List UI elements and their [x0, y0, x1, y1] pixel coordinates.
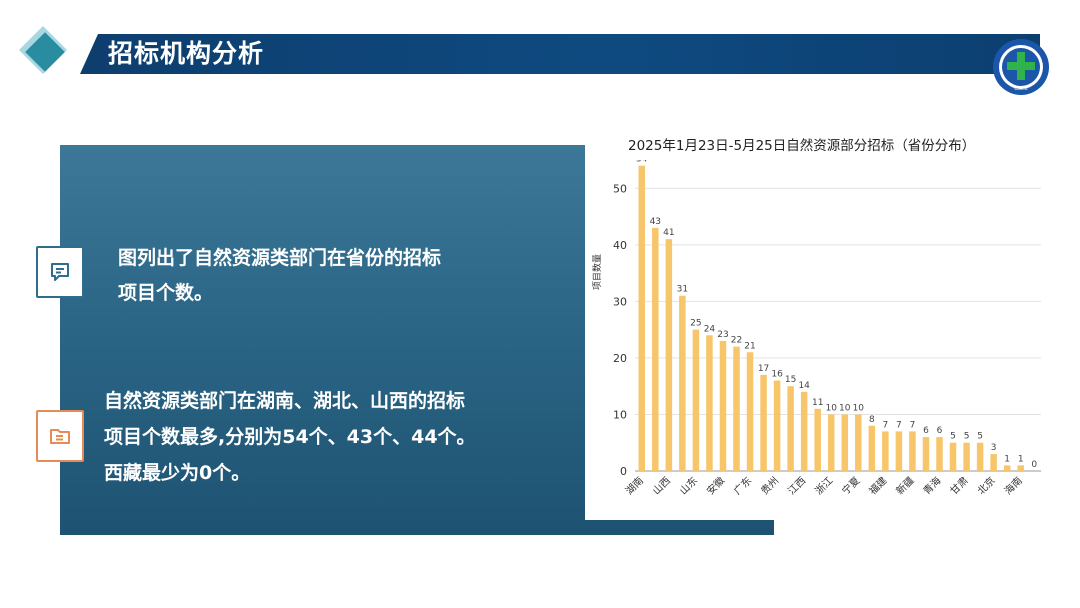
bar — [855, 414, 862, 471]
description-paragraph-1: 图列出了自然资源类部门在省份的招标 项目个数。 — [118, 241, 518, 311]
bar — [733, 346, 740, 471]
bar — [814, 408, 821, 471]
description-line: 项目个数。 — [118, 282, 214, 304]
y-tick-label: 20 — [613, 352, 627, 365]
bar — [719, 340, 727, 471]
page-title: 招标机构分析 — [108, 39, 265, 68]
bar — [760, 374, 767, 471]
bar — [706, 335, 713, 471]
bar-value-label: 6 — [937, 426, 943, 436]
bar — [963, 442, 970, 471]
bar-value-label: 6 — [923, 426, 929, 436]
bar — [909, 431, 916, 471]
x-tick-label: 青海 — [920, 474, 943, 497]
bar — [841, 414, 849, 471]
bar — [679, 295, 686, 471]
x-tick-label: 山东 — [677, 474, 700, 497]
x-tick-label: 宁夏 — [839, 474, 862, 497]
description-line: 项目个数最多,分别为54个、43个、44个。 — [104, 426, 476, 448]
bar-value-label: 10 — [826, 403, 838, 413]
chart-title: 2025年1月23日-5月25日自然资源部分招标（省份分布） — [628, 138, 976, 154]
bar — [936, 437, 943, 471]
bar-value-label: 41 — [663, 228, 674, 238]
bar-value-label: 10 — [853, 403, 865, 413]
bar-value-label: 21 — [744, 341, 755, 351]
x-tick-label: 贵州 — [758, 474, 781, 497]
bar-value-label: 1 — [1018, 454, 1024, 464]
x-tick-label: 江西 — [786, 475, 809, 498]
bar — [990, 454, 997, 471]
bar-value-label: 8 — [869, 415, 875, 425]
folder-icon — [36, 410, 84, 462]
bar-value-label: 54 — [636, 160, 648, 165]
x-tick-label: 浙江 — [813, 475, 836, 498]
bar — [800, 391, 808, 471]
bar-value-label: 15 — [785, 375, 796, 385]
bar — [665, 239, 673, 471]
bar — [1003, 465, 1011, 471]
x-tick-label: 山西 — [650, 475, 673, 498]
bar-value-label: 22 — [731, 336, 742, 346]
x-tick-label: 新疆 — [893, 474, 916, 497]
x-tick-label: 海南 — [1001, 474, 1024, 497]
y-tick-label: 0 — [620, 465, 627, 478]
x-tick-label: 福建 — [866, 474, 889, 497]
bar-value-label: 16 — [771, 370, 783, 380]
bar-value-label: 0 — [1031, 460, 1037, 470]
bar-value-label: 5 — [977, 432, 983, 442]
bar-value-label: 17 — [758, 364, 769, 374]
bar — [638, 165, 646, 471]
bar-value-label: 11 — [812, 398, 823, 408]
y-tick-label: 30 — [613, 295, 627, 308]
bar — [787, 386, 794, 471]
bar — [949, 442, 957, 471]
bar-value-label: 24 — [704, 324, 716, 334]
bar-value-label: 14 — [798, 381, 810, 391]
y-tick-label: 40 — [613, 239, 627, 252]
bar — [976, 442, 984, 471]
csee-logo: CSEE — [993, 39, 1049, 95]
description-line: 自然资源类部门在湖南、湖北、山西的招标 — [104, 390, 466, 412]
x-tick-label: 广东 — [731, 474, 754, 497]
bar-value-label: 5 — [964, 432, 970, 442]
bar-value-label: 31 — [677, 285, 688, 295]
bar-value-label: 10 — [839, 403, 851, 413]
bar-value-label: 7 — [896, 420, 902, 430]
x-tick-label: 甘肃 — [947, 474, 970, 497]
bar — [868, 425, 876, 471]
bar — [652, 227, 659, 471]
bar — [882, 431, 889, 471]
bar-value-label: 7 — [882, 420, 888, 430]
bar — [827, 414, 835, 471]
x-tick-label: 北京 — [974, 474, 997, 497]
y-tick-label: 10 — [613, 408, 627, 421]
bar-value-label: 43 — [650, 217, 661, 227]
x-tick-label: 安徽 — [704, 474, 727, 497]
description-line: 西藏最少为0个。 — [104, 462, 251, 484]
description-paragraph-2: 自然资源类部门在湖南、湖北、山西的招标 项目个数最多,分别为54个、43个、44… — [104, 383, 544, 491]
header-bar — [80, 34, 1040, 74]
bar-value-label: 23 — [717, 330, 728, 340]
y-tick-label: 50 — [613, 182, 627, 195]
bar-value-label: 3 — [991, 443, 997, 453]
bar-value-label: 5 — [950, 432, 956, 442]
logo-text: CSEE — [1014, 86, 1028, 92]
bar-chart: 0102030405054湖南4341山西3125山东2423安徽2221广东1… — [613, 160, 1041, 498]
bar-value-label: 1 — [1004, 454, 1010, 464]
bar-value-label: 7 — [910, 420, 916, 430]
bar — [746, 352, 754, 471]
description-line: 图列出了自然资源类部门在省份的招标 — [118, 247, 442, 269]
bar — [895, 431, 903, 471]
bar — [1017, 465, 1024, 471]
bar — [773, 380, 781, 471]
bar — [922, 437, 930, 471]
bar — [692, 329, 700, 471]
bar-value-label: 25 — [690, 319, 701, 329]
comment-icon — [36, 246, 84, 298]
